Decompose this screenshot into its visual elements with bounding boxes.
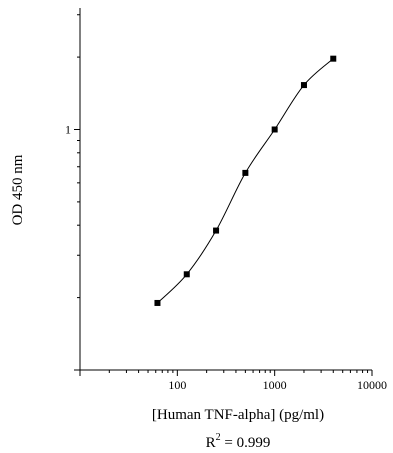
x-tick-label: 100 xyxy=(168,378,186,392)
data-point xyxy=(154,299,161,306)
axes: 100 1000 10000 1 xyxy=(65,8,387,392)
r-squared-label: R2 = 0.999 xyxy=(206,432,271,451)
fit-curve-layer xyxy=(157,58,334,304)
data-point xyxy=(330,55,337,62)
x-tick-label: 10000 xyxy=(357,378,387,392)
data-point xyxy=(242,169,249,176)
x-tick-label: 1000 xyxy=(263,378,287,392)
y-tick-label: 1 xyxy=(65,122,71,136)
data-point xyxy=(271,126,278,133)
fit-curve xyxy=(157,58,334,304)
data-point xyxy=(213,227,220,234)
data-point xyxy=(183,271,190,278)
data-point xyxy=(300,82,307,89)
data-points-layer xyxy=(154,55,337,306)
y-axis-title: OD 450 nm xyxy=(10,154,26,225)
x-axis-title: [Human TNF-alpha] (pg/ml) xyxy=(152,407,324,423)
